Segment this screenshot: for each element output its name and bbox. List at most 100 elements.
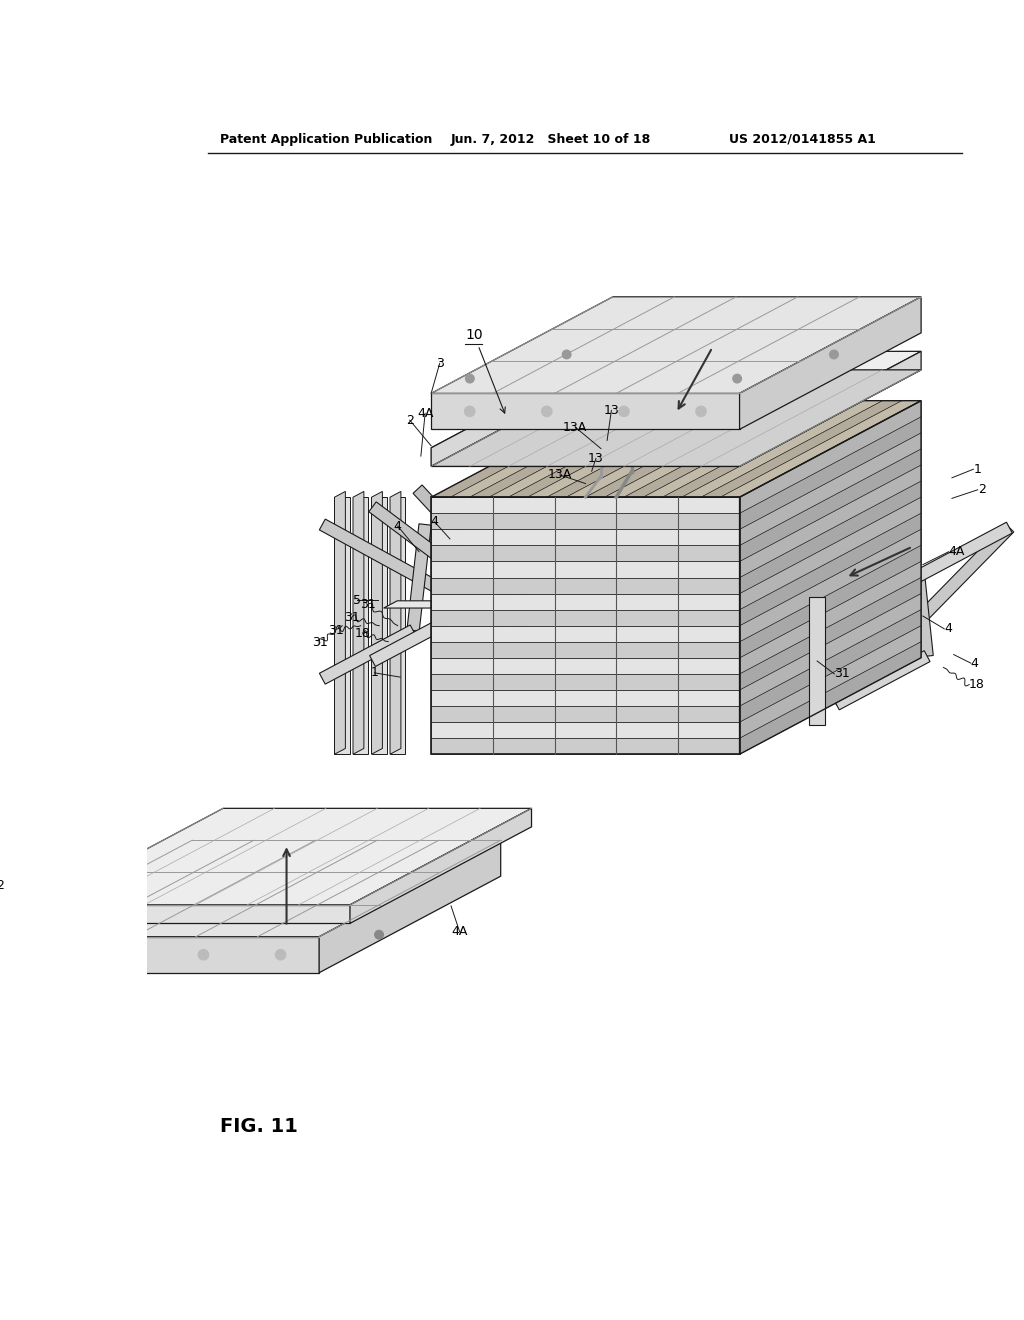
Text: 4A: 4A <box>452 925 468 939</box>
Polygon shape <box>739 594 922 706</box>
Polygon shape <box>431 529 739 545</box>
Polygon shape <box>431 351 922 447</box>
Text: 4A: 4A <box>948 545 965 558</box>
Text: 4: 4 <box>944 622 952 635</box>
Text: 31: 31 <box>344 611 359 623</box>
Polygon shape <box>431 447 739 466</box>
Polygon shape <box>809 597 825 725</box>
Text: 13: 13 <box>588 451 604 465</box>
Circle shape <box>121 949 131 960</box>
Polygon shape <box>431 706 739 722</box>
Polygon shape <box>319 841 501 973</box>
Text: 31: 31 <box>312 636 328 649</box>
Polygon shape <box>508 401 709 498</box>
Text: 18: 18 <box>969 678 985 692</box>
Circle shape <box>128 931 136 939</box>
Polygon shape <box>739 610 922 722</box>
Polygon shape <box>739 545 922 657</box>
Polygon shape <box>335 498 350 754</box>
Text: 2: 2 <box>0 879 3 892</box>
Polygon shape <box>566 401 767 498</box>
Circle shape <box>542 407 552 417</box>
Polygon shape <box>720 401 922 498</box>
Polygon shape <box>353 491 364 754</box>
Polygon shape <box>431 561 739 578</box>
Polygon shape <box>739 433 922 545</box>
Polygon shape <box>547 401 748 498</box>
Polygon shape <box>624 401 824 498</box>
Polygon shape <box>739 626 922 738</box>
Polygon shape <box>42 808 531 906</box>
Polygon shape <box>915 523 1013 581</box>
Polygon shape <box>431 370 922 466</box>
Polygon shape <box>604 401 806 498</box>
Circle shape <box>465 407 475 417</box>
Polygon shape <box>701 401 902 498</box>
Polygon shape <box>431 297 922 393</box>
Polygon shape <box>431 610 739 626</box>
Polygon shape <box>834 651 930 710</box>
Polygon shape <box>431 642 739 657</box>
Polygon shape <box>682 401 883 498</box>
Polygon shape <box>407 524 431 631</box>
Text: FIG. 11: FIG. 11 <box>219 1118 297 1137</box>
Circle shape <box>562 350 571 359</box>
Polygon shape <box>384 601 443 609</box>
Polygon shape <box>739 465 922 578</box>
Text: 13: 13 <box>603 404 620 417</box>
Text: US 2012/0141855 A1: US 2012/0141855 A1 <box>729 132 877 145</box>
Polygon shape <box>431 393 739 429</box>
Text: 13A: 13A <box>563 421 588 434</box>
Text: 10: 10 <box>465 329 505 413</box>
Polygon shape <box>912 576 933 657</box>
Circle shape <box>466 375 474 383</box>
Polygon shape <box>451 401 651 498</box>
Text: 31: 31 <box>835 668 850 680</box>
Polygon shape <box>739 351 922 466</box>
Text: 31: 31 <box>328 623 344 636</box>
Polygon shape <box>527 401 728 498</box>
Polygon shape <box>353 498 369 754</box>
Text: 31: 31 <box>359 598 376 611</box>
Circle shape <box>733 375 741 383</box>
Polygon shape <box>431 626 739 642</box>
Polygon shape <box>10 937 319 973</box>
Polygon shape <box>739 449 922 561</box>
Circle shape <box>275 949 286 960</box>
Polygon shape <box>431 722 739 738</box>
Polygon shape <box>431 657 739 675</box>
Polygon shape <box>372 491 382 754</box>
Polygon shape <box>739 417 922 529</box>
Polygon shape <box>431 401 632 498</box>
Polygon shape <box>413 484 539 619</box>
Text: 13A: 13A <box>548 469 572 482</box>
Text: 4: 4 <box>971 656 979 669</box>
Polygon shape <box>470 401 671 498</box>
Text: Jun. 7, 2012   Sheet 10 of 18: Jun. 7, 2012 Sheet 10 of 18 <box>451 132 651 145</box>
Polygon shape <box>372 498 387 754</box>
Polygon shape <box>431 675 739 690</box>
Text: 2: 2 <box>406 413 414 426</box>
Text: Patent Application Publication: Patent Application Publication <box>219 132 432 145</box>
Polygon shape <box>42 906 350 924</box>
Polygon shape <box>739 529 922 642</box>
Polygon shape <box>466 488 485 615</box>
Polygon shape <box>739 513 922 626</box>
Polygon shape <box>489 401 690 498</box>
Text: 5: 5 <box>352 594 360 607</box>
Polygon shape <box>643 401 844 498</box>
Polygon shape <box>431 690 739 706</box>
Text: 1: 1 <box>371 667 379 680</box>
Polygon shape <box>350 808 531 924</box>
Polygon shape <box>739 401 922 513</box>
Circle shape <box>696 407 707 417</box>
Circle shape <box>44 949 54 960</box>
Circle shape <box>618 407 629 417</box>
Polygon shape <box>586 401 786 498</box>
Polygon shape <box>431 578 739 594</box>
Text: 2: 2 <box>978 483 985 496</box>
Polygon shape <box>739 297 922 429</box>
Polygon shape <box>663 401 863 498</box>
Polygon shape <box>370 616 449 667</box>
Polygon shape <box>431 498 739 513</box>
